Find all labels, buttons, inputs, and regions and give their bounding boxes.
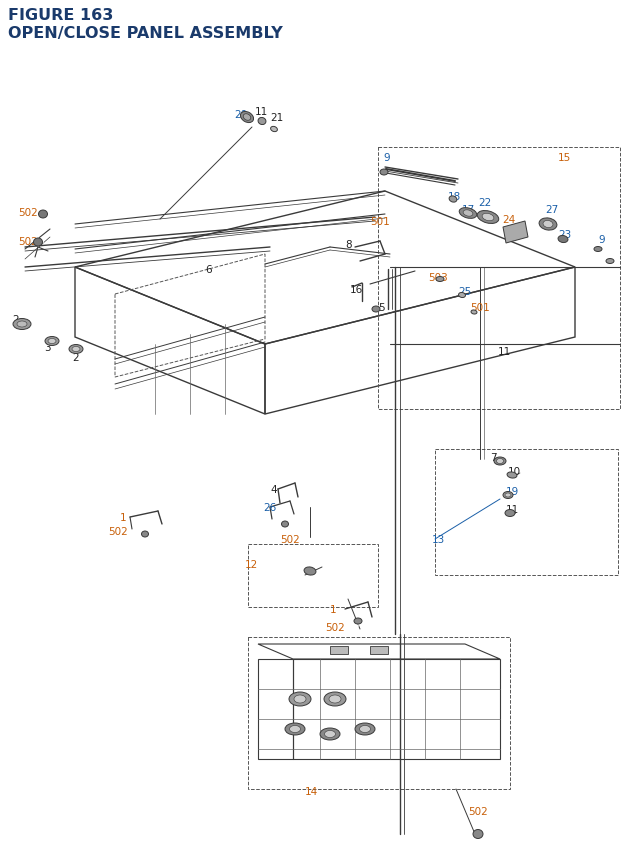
Text: 503: 503 xyxy=(428,273,448,282)
Ellipse shape xyxy=(458,293,465,298)
Ellipse shape xyxy=(505,510,515,517)
Ellipse shape xyxy=(38,211,47,219)
Ellipse shape xyxy=(606,259,614,264)
Text: 1: 1 xyxy=(330,604,337,614)
Text: 6: 6 xyxy=(205,264,212,275)
Text: 4: 4 xyxy=(270,485,276,494)
Text: 17: 17 xyxy=(462,205,476,214)
Text: 502: 502 xyxy=(325,623,345,632)
Ellipse shape xyxy=(271,127,277,133)
Text: 22: 22 xyxy=(478,198,492,208)
Bar xyxy=(370,647,388,654)
Text: 25: 25 xyxy=(458,287,471,297)
Ellipse shape xyxy=(69,345,83,354)
Ellipse shape xyxy=(594,247,602,252)
Ellipse shape xyxy=(477,211,499,224)
Ellipse shape xyxy=(558,236,568,244)
Ellipse shape xyxy=(473,829,483,839)
Text: 24: 24 xyxy=(502,214,515,225)
Text: 9: 9 xyxy=(598,235,605,245)
Text: 501: 501 xyxy=(470,303,490,313)
Ellipse shape xyxy=(324,731,335,738)
Ellipse shape xyxy=(539,219,557,231)
Ellipse shape xyxy=(329,695,341,703)
Text: 11: 11 xyxy=(506,505,519,514)
Ellipse shape xyxy=(497,459,504,464)
Ellipse shape xyxy=(45,338,59,346)
Text: OPEN/CLOSE PANEL ASSEMBLY: OPEN/CLOSE PANEL ASSEMBLY xyxy=(8,26,283,41)
Ellipse shape xyxy=(294,695,306,703)
Ellipse shape xyxy=(72,347,80,352)
Ellipse shape xyxy=(355,723,375,735)
Ellipse shape xyxy=(285,723,305,735)
Text: 20: 20 xyxy=(234,110,247,120)
Text: 12: 12 xyxy=(245,560,259,569)
Ellipse shape xyxy=(354,618,362,624)
Ellipse shape xyxy=(360,726,371,733)
Ellipse shape xyxy=(482,214,494,221)
Text: 11: 11 xyxy=(498,347,511,356)
Ellipse shape xyxy=(494,457,506,466)
Ellipse shape xyxy=(243,115,251,121)
Text: 5: 5 xyxy=(378,303,385,313)
Text: 502: 502 xyxy=(468,806,488,816)
Ellipse shape xyxy=(324,692,346,706)
Ellipse shape xyxy=(449,196,457,203)
Text: 501: 501 xyxy=(370,217,390,226)
Ellipse shape xyxy=(304,567,316,575)
Text: 10: 10 xyxy=(508,467,521,476)
Ellipse shape xyxy=(471,311,477,314)
Ellipse shape xyxy=(380,170,388,176)
Text: 502: 502 xyxy=(280,535,300,544)
Ellipse shape xyxy=(372,307,380,313)
Ellipse shape xyxy=(289,726,301,733)
Text: 7: 7 xyxy=(490,453,497,462)
Text: 8: 8 xyxy=(345,239,351,250)
Text: 3: 3 xyxy=(44,343,51,353)
Ellipse shape xyxy=(436,277,444,282)
Text: 502: 502 xyxy=(18,237,38,247)
Ellipse shape xyxy=(258,118,266,126)
Text: 19: 19 xyxy=(506,486,519,497)
Ellipse shape xyxy=(289,692,311,706)
Text: 18: 18 xyxy=(448,192,461,201)
Text: 13: 13 xyxy=(432,535,445,544)
Text: 502: 502 xyxy=(108,526,128,536)
Text: 26: 26 xyxy=(263,503,276,512)
Bar xyxy=(330,647,348,654)
Text: 502: 502 xyxy=(18,208,38,218)
Text: FIGURE 163: FIGURE 163 xyxy=(8,8,113,23)
Ellipse shape xyxy=(17,322,27,328)
Ellipse shape xyxy=(241,112,253,123)
Text: 21: 21 xyxy=(270,113,284,123)
Text: 14: 14 xyxy=(305,786,318,796)
Text: 9: 9 xyxy=(383,152,390,163)
Ellipse shape xyxy=(507,473,517,479)
Ellipse shape xyxy=(503,492,513,499)
Polygon shape xyxy=(503,222,528,244)
Ellipse shape xyxy=(463,211,473,217)
Text: 11: 11 xyxy=(255,107,268,117)
Text: 2: 2 xyxy=(12,314,19,325)
Ellipse shape xyxy=(13,319,31,330)
Text: 27: 27 xyxy=(545,205,558,214)
Text: 15: 15 xyxy=(558,152,572,163)
Ellipse shape xyxy=(320,728,340,740)
Ellipse shape xyxy=(48,339,56,344)
Text: 1: 1 xyxy=(120,512,127,523)
Text: 16: 16 xyxy=(350,285,364,294)
Ellipse shape xyxy=(543,221,553,228)
Text: 23: 23 xyxy=(558,230,572,239)
Ellipse shape xyxy=(282,522,289,528)
Ellipse shape xyxy=(33,238,42,247)
Ellipse shape xyxy=(141,531,148,537)
Ellipse shape xyxy=(460,208,477,219)
Text: 2: 2 xyxy=(72,353,79,362)
Ellipse shape xyxy=(505,493,511,498)
